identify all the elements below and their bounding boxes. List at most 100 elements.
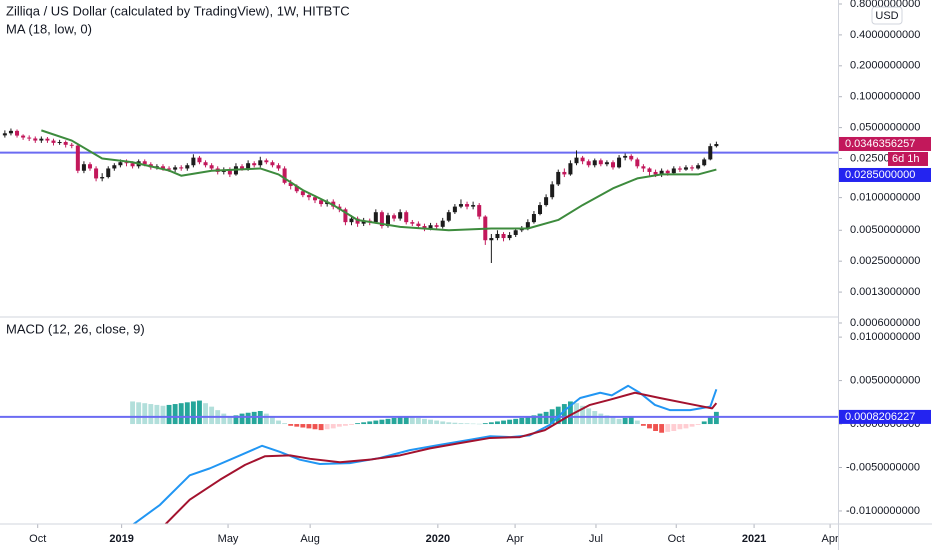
last-price-label: 0.0346356257	[845, 138, 915, 150]
candle-body	[641, 166, 646, 169]
candle-body	[124, 162, 129, 164]
candle-body	[422, 226, 427, 229]
currency-button[interactable]	[871, 6, 903, 25]
candle-body	[513, 230, 518, 235]
candle-body	[258, 160, 263, 166]
axes: Oct 2019 May Aug 2020 Apr Jul Oct 2021 Apr 0.80000…	[29, 0, 931, 545]
candle-body	[489, 238, 494, 241]
candle-body	[203, 162, 208, 166]
histogram-bar	[628, 417, 634, 425]
x-tick-label: Apr	[822, 533, 839, 545]
histogram-bar	[349, 424, 354, 425]
countdown: 6d 1h	[892, 153, 920, 165]
histogram-bar	[561, 404, 567, 425]
histogram-bar	[355, 423, 361, 425]
candle-body	[27, 137, 32, 139]
candle-body	[385, 215, 390, 227]
candle-body	[458, 204, 463, 207]
macd-pane	[0, 384, 838, 524]
histogram-bar	[221, 413, 227, 425]
candle-body	[39, 138, 44, 141]
histogram-bar	[422, 418, 427, 425]
histogram-bar	[197, 400, 202, 425]
hline-label-box	[839, 167, 931, 182]
candle-body	[544, 197, 549, 206]
y-tick-label: 0.8000000000	[850, 0, 920, 10]
currency[interactable]: USD	[875, 10, 898, 22]
histogram-bar	[665, 424, 671, 432]
candle-body	[623, 155, 628, 158]
last-price-box	[839, 136, 931, 151]
legend-entry: MA (18, low, 0)	[6, 21, 92, 36]
histogram-bar	[458, 423, 464, 425]
candle-body	[276, 165, 281, 169]
histogram-bar	[634, 420, 640, 425]
candle-body	[270, 162, 275, 166]
histogram-bar	[428, 419, 433, 425]
histogram-bar	[178, 403, 184, 425]
candle-body	[586, 161, 591, 166]
candle-body	[227, 169, 232, 175]
histogram-bar	[476, 423, 482, 425]
candle-body	[112, 165, 117, 169]
histogram-bar	[653, 424, 658, 431]
candle-body	[33, 138, 38, 141]
histogram-bar	[172, 404, 178, 425]
candle-body	[240, 166, 245, 169]
candle-body	[398, 212, 403, 219]
candle-body	[404, 212, 409, 223]
candle-body	[197, 157, 202, 163]
candle-body	[592, 160, 597, 166]
x-tick-label: 2021	[742, 533, 766, 545]
y-tick-label: 0.0025000000	[850, 255, 920, 267]
x-tick-label: Jul	[589, 533, 603, 545]
candle-body	[264, 160, 269, 163]
histogram-bar	[190, 401, 196, 425]
histogram-bar	[659, 424, 665, 433]
histogram-bar	[507, 419, 513, 425]
candle-body	[185, 165, 190, 169]
candle-body	[647, 168, 652, 172]
histogram-bar	[580, 405, 586, 425]
histogram-bar	[306, 424, 312, 429]
indicator-line	[132, 384, 718, 524]
candle-body	[452, 206, 457, 213]
histogram-bar	[604, 415, 610, 425]
histogram-bar	[695, 424, 701, 425]
candle-body	[246, 163, 251, 169]
candle-body	[610, 162, 615, 168]
candle-body	[531, 214, 536, 223]
x-tick-label: Apr	[507, 533, 524, 545]
histogram-bar	[488, 422, 494, 425]
candle-body	[525, 222, 530, 229]
candle-body	[574, 157, 579, 164]
histogram-bar	[701, 421, 707, 425]
candle-body	[252, 163, 257, 166]
histogram-bar	[525, 417, 531, 425]
histogram-bar	[148, 404, 154, 425]
y-tick-label: 0.0006000000	[850, 317, 920, 329]
candle-body	[349, 218, 354, 223]
histogram-bar	[160, 405, 166, 425]
histogram-bar	[184, 402, 190, 425]
candle-body	[392, 215, 397, 219]
candle-body	[556, 171, 561, 185]
histogram-bar	[330, 424, 336, 429]
y-tick-label: 0.0013000000	[850, 286, 920, 298]
candle-body	[410, 222, 415, 224]
histogram-bar	[677, 424, 683, 430]
candle-body	[142, 161, 147, 165]
candle-body	[550, 184, 555, 198]
candle-body	[21, 135, 26, 138]
candle-body	[118, 162, 123, 166]
indicator-line	[164, 391, 718, 524]
histogram-bar	[482, 423, 488, 425]
histogram-bar	[647, 424, 652, 429]
candle-body	[495, 233, 500, 239]
histogram-bar	[263, 413, 269, 425]
y-tick-label: 0.0050000000	[850, 224, 920, 236]
histogram-bar	[142, 403, 148, 425]
y-tick-label: 0.4000000000	[850, 29, 920, 41]
candle-body	[477, 205, 482, 217]
